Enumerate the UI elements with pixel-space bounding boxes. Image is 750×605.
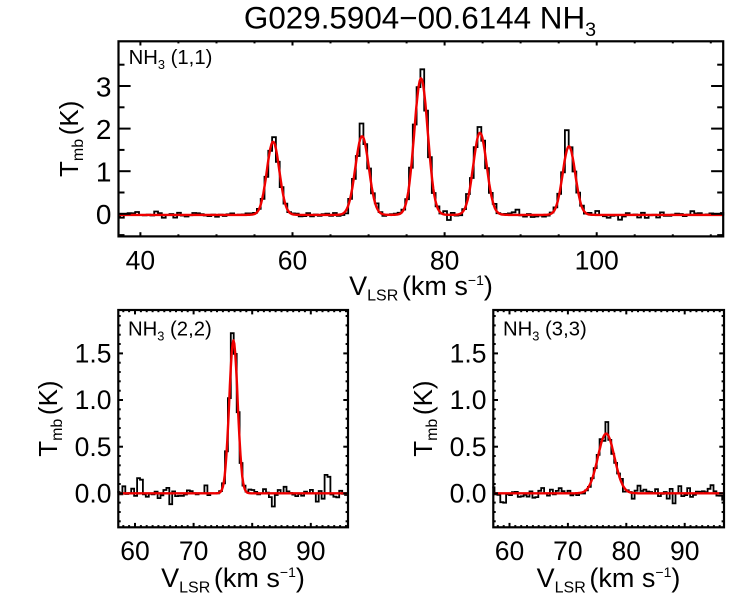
svg-text:60: 60 xyxy=(120,536,149,566)
svg-text:70: 70 xyxy=(553,536,582,566)
svg-text:1.5: 1.5 xyxy=(450,339,487,369)
svg-text:0.5: 0.5 xyxy=(450,432,487,462)
svg-text:40: 40 xyxy=(126,246,155,276)
svg-text:70: 70 xyxy=(179,536,208,566)
svg-text:3: 3 xyxy=(96,71,112,102)
svg-text:90: 90 xyxy=(670,536,699,566)
svg-text:0.5: 0.5 xyxy=(75,432,112,462)
svg-text:100: 100 xyxy=(575,246,619,276)
svg-text:2: 2 xyxy=(96,114,112,145)
svg-text:G029.5904−00.6144 NH3: G029.5904−00.6144 NH3 xyxy=(244,1,596,42)
svg-text:80: 80 xyxy=(430,246,459,276)
svg-text:NH3 (3,3): NH3 (3,3) xyxy=(503,319,587,344)
svg-text:90: 90 xyxy=(296,536,325,566)
svg-text:60: 60 xyxy=(495,536,524,566)
svg-text:80: 80 xyxy=(237,536,266,566)
svg-text:0.0: 0.0 xyxy=(450,479,487,509)
svg-text:NH3 (1,1): NH3 (1,1) xyxy=(129,47,213,72)
svg-text:60: 60 xyxy=(278,246,307,276)
svg-text:80: 80 xyxy=(612,536,641,566)
svg-text:0.0: 0.0 xyxy=(75,479,112,509)
svg-text:0: 0 xyxy=(96,199,112,230)
svg-text:1.0: 1.0 xyxy=(450,385,487,415)
svg-text:NH3 (2,2): NH3 (2,2) xyxy=(128,319,212,344)
svg-text:1.5: 1.5 xyxy=(75,339,112,369)
svg-text:1.0: 1.0 xyxy=(75,385,112,415)
svg-text:1: 1 xyxy=(96,157,112,188)
